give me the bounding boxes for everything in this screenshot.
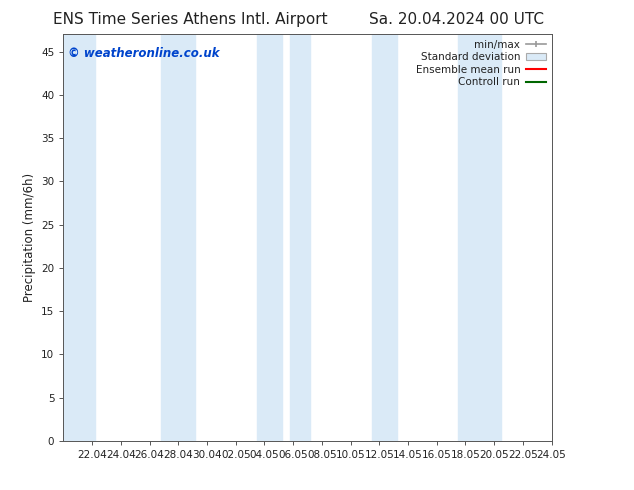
Bar: [161, 34, 195, 441]
Bar: [458, 34, 501, 441]
Text: © weatheronline.co.uk: © weatheronline.co.uk: [68, 47, 220, 59]
Bar: [63, 34, 95, 441]
Y-axis label: Precipitation (mm/6h): Precipitation (mm/6h): [23, 173, 36, 302]
Legend: min/max, Standard deviation, Ensemble mean run, Controll run: min/max, Standard deviation, Ensemble me…: [415, 40, 547, 87]
Bar: [257, 34, 281, 441]
Bar: [290, 34, 311, 441]
Text: ENS Time Series Athens Intl. Airport: ENS Time Series Athens Intl. Airport: [53, 12, 328, 27]
Text: Sa. 20.04.2024 00 UTC: Sa. 20.04.2024 00 UTC: [369, 12, 544, 27]
Bar: [372, 34, 396, 441]
